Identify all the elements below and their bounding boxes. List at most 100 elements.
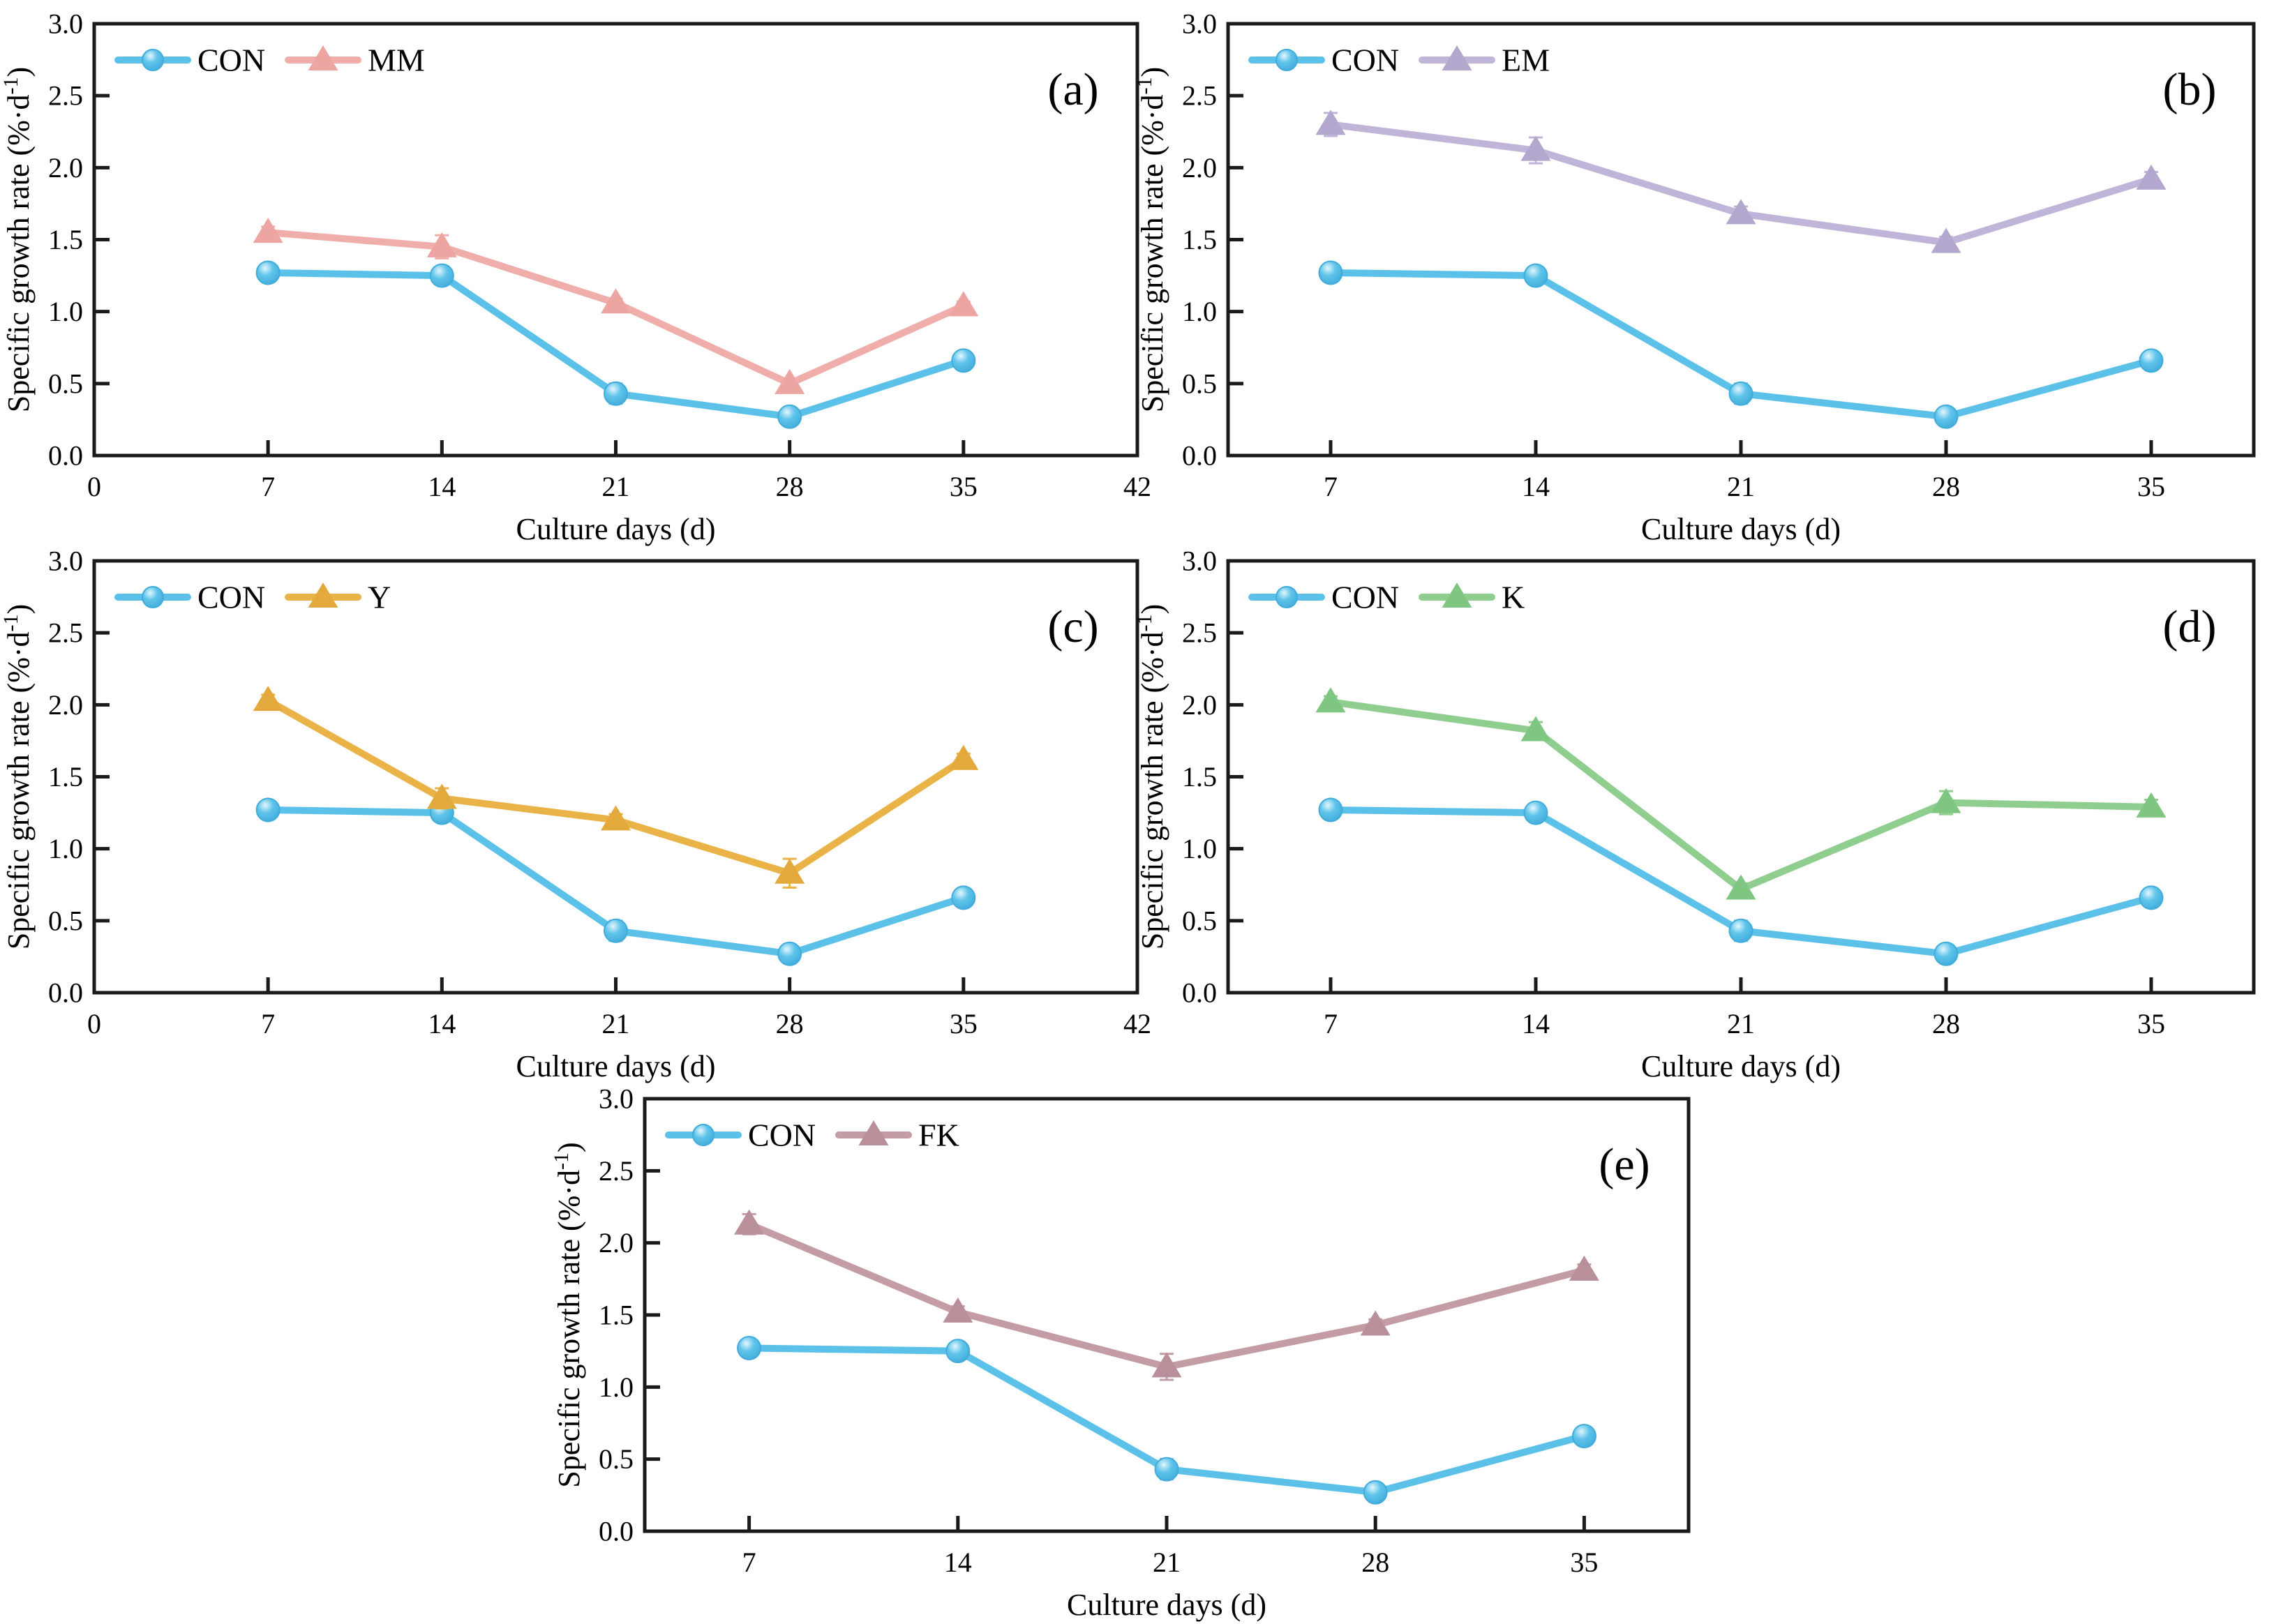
y-tick-label: 0.5 [48,368,83,399]
panel-a: 0.0 0.5 1.0 1.5 2.0 2.5 3.0 0 7 14 21 28 35 42 Culture… [0,8,1151,547]
series-K [1315,687,2167,900]
x-tick-label: 28 [776,471,804,502]
data-point-marker [426,232,457,257]
x-axis: 7 14 21 28 35 [1324,440,2165,502]
series-Y [253,686,979,889]
data-point-marker [734,1209,765,1235]
panel-letter: (a) [1047,64,1098,115]
x-tick-label: 35 [2137,1008,2165,1039]
data-point-marker [1154,1457,1179,1482]
data-point-marker [601,288,631,314]
data-point-marker [948,744,979,770]
series-CON [1318,260,2164,429]
y-axis-title: Specific growth rate (%·d-1) [1133,67,1169,412]
legend-label: K [1502,580,1525,615]
panel-letter: (d) [2163,601,2217,652]
y-tick-label: 0.5 [1182,905,1217,936]
y-tick-label: 2.5 [48,80,83,112]
data-point-marker [142,49,164,71]
data-point-marker [2136,164,2167,190]
data-point-marker [255,260,280,285]
y-tick-label: 3.0 [599,1083,634,1115]
data-point-marker [1276,586,1298,608]
x-tick-label: 21 [602,471,630,502]
legend-label: CON [1331,43,1399,78]
y-tick-label: 1.0 [1182,296,1217,327]
data-point-marker [429,263,454,288]
data-point-marker [943,1297,973,1323]
legend: CON MM [114,43,425,78]
x-tick-label: 0 [87,471,101,502]
y-tick-label: 0.0 [1182,977,1217,1009]
x-tick-label: 7 [1324,471,1338,502]
y-tick-label: 3.0 [1182,546,1217,577]
svg-text:Specific growth rate (%·d-1): Specific growth rate (%·d-1) [1133,67,1169,412]
panel-letter: (c) [1047,601,1098,652]
data-point-marker [692,1124,715,1146]
series-FK [734,1209,1599,1381]
y-axis: 0.0 0.5 1.0 1.5 2.0 2.5 3.0 [1182,8,1243,472]
data-point-marker [945,1339,971,1364]
legend-label: CON [748,1118,816,1153]
series-line [1327,698,2155,893]
x-axis-title: Culture days (d) [1641,1049,1841,1083]
y-tick-label: 2.0 [48,689,83,721]
series-line [745,1220,1588,1371]
data-point-marker [1318,797,1343,822]
x-tick-label: 14 [428,1008,456,1039]
x-axis-title: Culture days (d) [516,512,716,546]
panel-d: 0.0 0.5 1.0 1.5 2.0 2.5 3.0 7 14 21 28 35 Culture da… [1133,546,2256,1083]
x-tick-label: 35 [950,471,978,502]
legend-label: Y [368,580,391,615]
data-point-marker [1933,404,1959,429]
x-tick-label: 28 [1361,1547,1389,1578]
y-tick-label: 1.0 [48,296,83,327]
data-point-marker [1931,227,1961,253]
data-point-marker [1360,1310,1391,1336]
data-point-marker [1726,874,1756,900]
x-tick-label: 35 [2137,471,2165,502]
y-tick-label: 0.0 [599,1516,634,1547]
y-tick-label: 0.5 [1182,368,1217,399]
y-tick-label: 3.0 [48,8,83,40]
data-point-marker [1520,135,1551,161]
series-MM [253,218,979,394]
x-axis-title: Culture days (d) [516,1049,716,1083]
x-tick-label: 21 [1727,1008,1755,1039]
y-tick-label: 0.5 [48,905,83,936]
data-point-marker [777,404,802,429]
x-tick-label: 21 [1727,471,1755,502]
data-point-marker [1315,687,1346,713]
y-axis-title: Specific growth rate (%·d-1) [550,1142,586,1487]
y-axis: 0.0 0.5 1.0 1.5 2.0 2.5 3.0 [48,8,110,472]
x-tick-label: 28 [776,1008,804,1039]
x-axis: 7 14 21 28 35 [742,1516,1598,1578]
x-axis: 0 7 14 21 28 35 42 [87,977,1151,1039]
x-tick-label: 42 [1123,1008,1151,1039]
series-EM [1315,110,2167,253]
svg-text:Specific growth rate (%·d-1): Specific growth rate (%·d-1) [1133,604,1169,949]
data-point-marker [1523,263,1548,288]
panel-letter: (b) [2163,64,2217,115]
data-point-marker [951,348,976,373]
legend: CON Y [114,580,391,615]
svg-text:Specific growth rate (%·d-1): Specific growth rate (%·d-1) [0,604,36,949]
y-tick-label: 1.5 [48,761,83,792]
data-point-marker [253,218,283,243]
panel-e: 0.0 0.5 1.0 1.5 2.0 2.5 3.0 7 14 21 28 35 Culture da… [550,1083,1691,1622]
data-point-marker [1151,1352,1182,1378]
y-tick-label: 1.0 [599,1371,634,1403]
y-tick-label: 1.5 [48,224,83,255]
data-point-marker [604,381,628,406]
x-tick-label: 21 [1153,1547,1181,1578]
x-tick-label: 7 [1324,1008,1338,1039]
data-point-marker [1442,45,1472,70]
x-tick-label: 35 [1570,1547,1598,1578]
legend-label: CON [197,580,265,615]
panel-b: 0.0 0.5 1.0 1.5 2.0 2.5 3.0 7 14 21 28 35 Culture da… [1133,8,2256,546]
data-point-marker [308,582,338,608]
data-point-marker [1726,199,1756,225]
x-tick-label: 35 [950,1008,978,1039]
